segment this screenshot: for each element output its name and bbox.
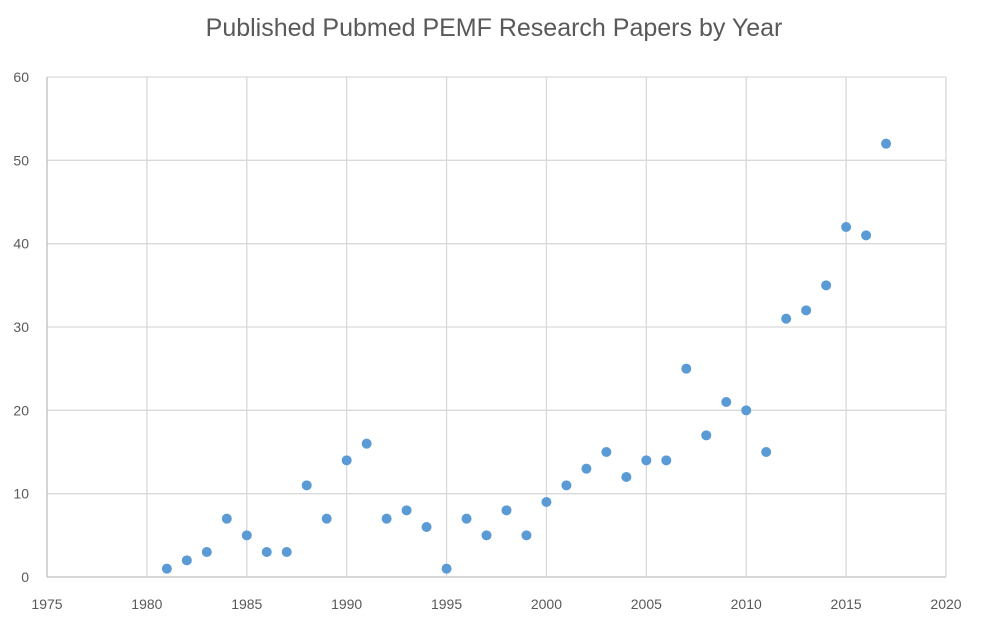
data-point [621, 472, 632, 482]
data-point [341, 455, 352, 466]
data-point [521, 530, 532, 541]
y-tick-label: 10 [13, 486, 29, 502]
data-point [361, 438, 372, 449]
data-point [461, 513, 472, 524]
x-tick-label: 2010 [731, 596, 762, 612]
data-point [581, 463, 592, 474]
data-point [281, 547, 292, 557]
data-point [541, 497, 552, 507]
data-point [201, 547, 212, 557]
x-tick-label: 2005 [631, 596, 662, 612]
data-point [481, 530, 492, 541]
data-point [181, 555, 192, 566]
data-point [321, 513, 332, 524]
data-point [421, 522, 432, 532]
data-point [881, 138, 892, 149]
x-tick-label: 1975 [31, 596, 62, 612]
data-point [801, 305, 812, 316]
data-point [681, 363, 692, 374]
data-point [221, 513, 232, 524]
x-tick-label: 2020 [930, 596, 961, 612]
data-point [241, 530, 252, 541]
data-point [381, 513, 392, 524]
data-point [761, 447, 772, 457]
data-point [821, 280, 832, 291]
y-tick-label: 50 [13, 152, 29, 168]
data-point [501, 505, 512, 516]
data-point [741, 405, 752, 416]
data-point [841, 222, 852, 232]
x-tick-label: 2000 [531, 596, 562, 612]
data-point [701, 430, 712, 441]
y-tick-label: 40 [13, 236, 29, 252]
y-tick-label: 0 [21, 569, 29, 585]
y-tick-label: 20 [13, 402, 29, 418]
chart-title: Published Pubmed PEMF Research Papers by… [205, 14, 783, 42]
data-point [161, 563, 172, 574]
data-point [781, 313, 792, 324]
x-tick-label: 1990 [331, 596, 362, 612]
data-point [261, 547, 272, 557]
x-tick-label: 1995 [431, 596, 462, 612]
y-tick-label: 30 [13, 319, 29, 335]
y-tick-label: 60 [13, 69, 29, 85]
x-tick-label: 1985 [231, 596, 262, 612]
x-tick-label: 1980 [131, 596, 162, 612]
data-point [441, 563, 452, 574]
data-point [601, 447, 612, 457]
data-point [861, 230, 872, 241]
x-tick-label: 2015 [831, 596, 862, 612]
data-point [401, 505, 412, 516]
data-point [301, 480, 312, 491]
data-point [661, 455, 672, 466]
data-point [561, 480, 572, 491]
data-point [721, 397, 732, 407]
data-point [641, 455, 652, 466]
